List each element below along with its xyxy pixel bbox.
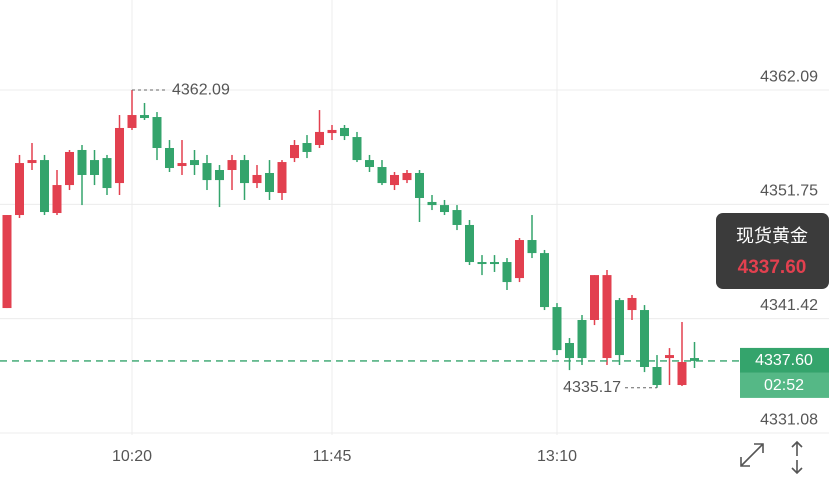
candle-body: [365, 160, 374, 168]
candle-body: [102, 158, 112, 189]
candle-body: [140, 115, 149, 119]
candle-body: [90, 160, 99, 175]
y-tick-label: 4341.42: [760, 297, 818, 314]
candle-body: [2, 215, 12, 309]
candle-body: [127, 115, 137, 128]
candle-body: [502, 262, 512, 283]
x-tick-label: 13:10: [537, 448, 577, 465]
x-tick-label: 11:45: [313, 448, 352, 465]
candle-body: [402, 172, 412, 181]
x-tick-label: 10:20: [112, 448, 152, 465]
candle-body: [165, 147, 174, 169]
candle-body: [227, 160, 237, 171]
candle-body: [265, 172, 274, 193]
candle-body: [252, 174, 262, 184]
low-label: 4335.17: [563, 379, 621, 396]
candle-body: [490, 262, 499, 265]
candle-body: [415, 172, 424, 198]
candle-body: [52, 185, 62, 214]
y-tick-label: 4331.08: [760, 411, 818, 428]
candle-body: [665, 355, 674, 359]
candle-body: [240, 160, 249, 184]
candle-body: [627, 297, 637, 311]
candle-body: [202, 163, 212, 181]
last-price-label: 4337.60: [755, 352, 813, 369]
candle-body: [677, 362, 687, 386]
countdown-label: 02:52: [764, 377, 804, 394]
candle-body: [552, 307, 562, 351]
candle-body: [515, 240, 524, 279]
candle-body: [177, 163, 187, 167]
candle-body: [27, 160, 37, 164]
high-label: 4362.09: [172, 81, 230, 98]
candle-body: [352, 137, 362, 161]
candle-body: [327, 129, 337, 134]
grid: 4362.09 4351.75 4341.42 4331.08 10:20 11:45 13…: [0, 0, 829, 465]
candle-body: [452, 210, 462, 225]
candle-body: [40, 160, 49, 213]
y-tick-label: 4351.75: [760, 183, 818, 200]
candle-body: [65, 151, 74, 186]
candle-body: [477, 262, 487, 265]
candle-body: [527, 240, 537, 254]
candle-body: [340, 127, 349, 137]
last-price-tag: [740, 347, 829, 373]
candle-body: [440, 205, 449, 213]
candle-body: [465, 224, 474, 263]
candle-body: [290, 145, 299, 159]
candle-body: [315, 131, 324, 146]
candle-body: [215, 170, 224, 181]
candle-body: [15, 163, 24, 216]
candle-body: [302, 143, 312, 152]
candle-body: [577, 319, 587, 359]
candle-body: [615, 300, 624, 356]
candle-body: [377, 167, 387, 184]
countdown-tag: [740, 372, 829, 398]
candles: [2, 90, 699, 388]
candle-body: [390, 174, 399, 186]
candle-body: [690, 358, 699, 361]
scale-arrows: [791, 440, 803, 475]
candle-body: [190, 160, 199, 166]
y-tick-label: 4362.09: [760, 68, 818, 85]
candle-body: [652, 366, 662, 386]
expand-arrows: [740, 443, 764, 467]
candle-body: [565, 342, 574, 359]
candle-body: [427, 201, 437, 206]
expand-icon[interactable]: [740, 443, 764, 467]
candle-body: [640, 310, 649, 367]
overlay: 4362.09 4335.17 4337.60 02:52 现货黄金 4337.60: [0, 81, 829, 398]
candle-body: [277, 162, 287, 194]
tooltip-title: 现货黄金: [736, 226, 808, 246]
candle-body: [115, 127, 124, 184]
candle-body: [602, 275, 612, 359]
candle-body: [152, 117, 162, 148]
candle-body: [590, 275, 599, 320]
candle-body: [540, 253, 549, 308]
scale-icon[interactable]: [791, 440, 803, 475]
tooltip-box: [716, 213, 829, 289]
tooltip-price: 4337.60: [738, 257, 807, 278]
candle-body: [77, 149, 87, 175]
